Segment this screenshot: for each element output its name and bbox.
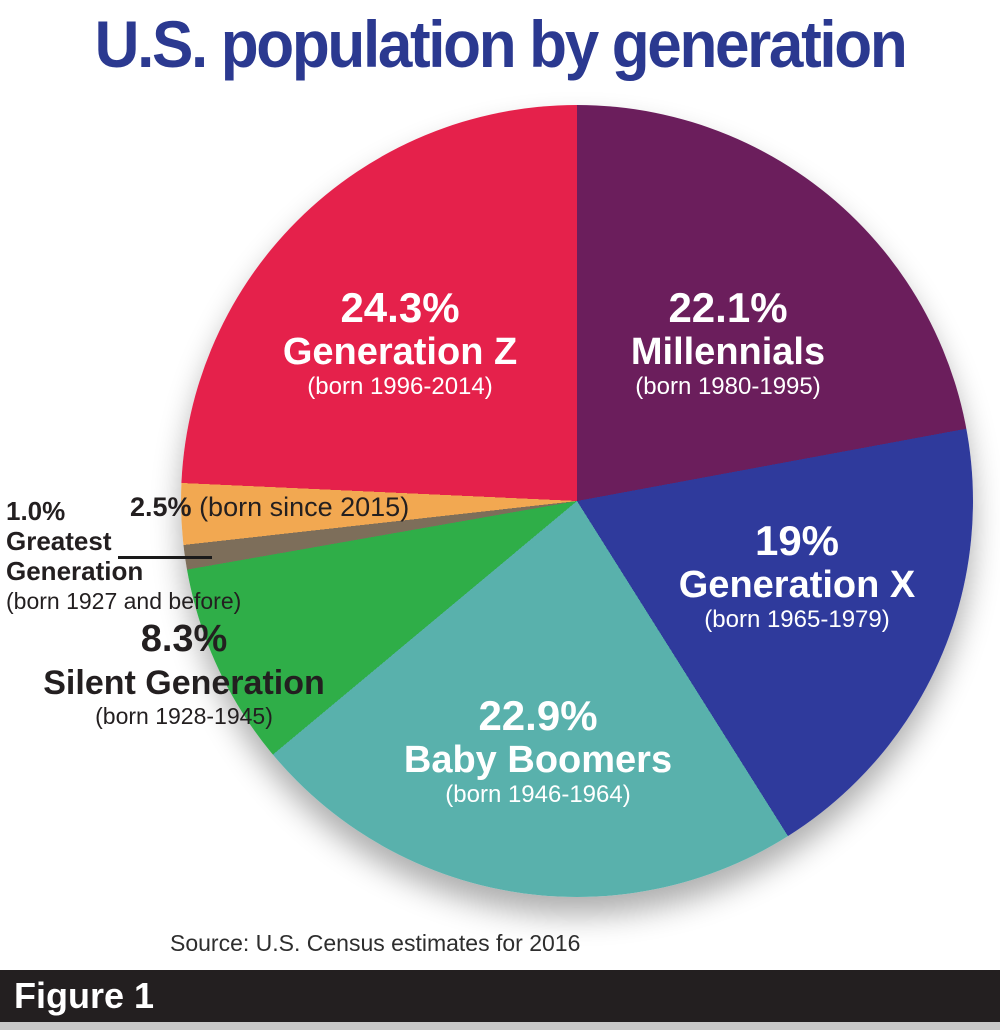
baby-boomers-born-range: (born 1946-1964) (445, 780, 631, 808)
greatest-generation-name-line1: Greatest (6, 526, 112, 556)
chart-title: U.S. population by generation (94, 7, 908, 81)
born-since-2015-percentage: 2.5% (130, 492, 192, 522)
bottom-strip (0, 1022, 1000, 1030)
greatest-generation-born-range: (born 1927 and before) (6, 588, 242, 614)
generation-z-percentage: 24.3% (340, 283, 460, 331)
greatest-generation-name-line2: Generation (6, 556, 144, 586)
slice-label-baby-boomers: 22.9% Baby Boomers (born 1946-1964) (404, 692, 672, 808)
slice-label-silent-generation: 8.3% Silent Generation (born 1928-1945) (43, 617, 325, 731)
generation-x-born-range: (born 1965-1979) (704, 605, 890, 633)
greatest-generation-leader-line (118, 556, 212, 559)
slice-label-generation-x: 19% Generation X (born 1965-1979) (679, 517, 916, 633)
generation-z-name: Generation Z (282, 330, 518, 373)
millennials-name: Millennials (630, 330, 826, 373)
generation-z-born-range: (born 1996-2014) (307, 372, 493, 400)
generation-x-name: Generation X (678, 563, 916, 606)
silent-generation-name: Silent Generation (43, 663, 325, 702)
millennials-percentage: 22.1% (668, 283, 788, 331)
born-since-2015-range: (born since 2015) (199, 492, 410, 522)
source-note: Source: U.S. Census estimates for 2016 (170, 930, 581, 956)
slice-label-greatest-generation: 1.0% Greatest Generation (born 1927 and … (6, 496, 241, 616)
slice-label-born-since-2015: 2.5% (born since 2015) (130, 492, 409, 523)
figure-caption-bar: Figure 1 (0, 970, 1000, 1022)
pie-chart (181, 105, 973, 897)
slice-label-generation-z: 24.3% Generation Z (born 1996-2014) (283, 284, 517, 400)
greatest-generation-percentage: 1.0% (6, 496, 66, 526)
millennials-born-range: (born 1980-1995) (635, 372, 821, 400)
slice-label-millennials: 22.1% Millennials (born 1980-1995) (631, 284, 825, 400)
baby-boomers-name: Baby Boomers (403, 738, 673, 781)
silent-generation-born-range: (born 1928-1945) (95, 703, 273, 730)
baby-boomers-percentage: 22.9% (478, 691, 598, 739)
silent-generation-percentage: 8.3% (140, 618, 228, 661)
generation-x-percentage: 19% (754, 516, 840, 564)
figure-label: Figure 1 (14, 975, 155, 1016)
